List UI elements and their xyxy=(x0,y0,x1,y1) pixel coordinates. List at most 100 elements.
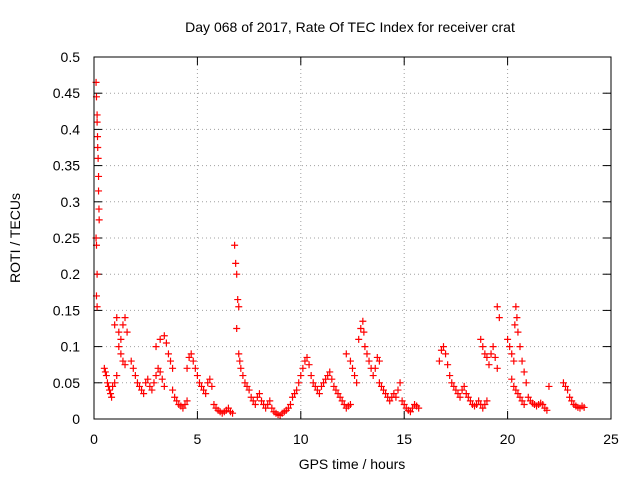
data-point xyxy=(268,404,276,412)
data-point xyxy=(512,386,520,394)
data-point xyxy=(208,382,216,390)
data-point xyxy=(334,390,342,398)
data-point xyxy=(224,404,232,412)
data-point xyxy=(460,382,468,390)
data-point xyxy=(487,350,495,358)
data-point xyxy=(495,314,503,322)
data-point xyxy=(377,382,385,390)
data-point xyxy=(568,397,576,405)
data-point xyxy=(253,393,261,401)
data-point xyxy=(135,382,143,390)
data-point xyxy=(355,335,363,343)
data-point xyxy=(336,393,344,401)
data-point xyxy=(115,343,123,351)
data-point xyxy=(171,393,179,401)
data-point xyxy=(121,361,129,369)
data-point xyxy=(458,386,466,394)
data-point xyxy=(148,386,156,394)
data-point xyxy=(189,357,197,365)
data-point xyxy=(202,390,210,398)
grid-lines xyxy=(94,57,611,419)
data-point xyxy=(545,382,553,390)
data-point xyxy=(446,372,454,380)
chart-title: Day 068 of 2017, Rate Of TEC Index for r… xyxy=(185,19,515,35)
data-point xyxy=(493,303,501,311)
data-point xyxy=(249,397,257,405)
data-point xyxy=(386,397,394,405)
data-point xyxy=(375,357,383,365)
data-point xyxy=(152,372,160,380)
data-point xyxy=(493,364,501,372)
y-tick-label: 0 xyxy=(72,411,80,427)
data-point xyxy=(444,361,452,369)
data-point xyxy=(179,404,187,412)
data-point xyxy=(195,379,203,387)
data-point xyxy=(392,393,400,401)
data-point xyxy=(169,386,177,394)
y-tick-label: 0.15 xyxy=(53,302,80,318)
data-point xyxy=(93,303,101,311)
data-point xyxy=(363,350,371,358)
data-point xyxy=(100,364,108,372)
data-point xyxy=(291,390,299,398)
data-point xyxy=(111,379,119,387)
data-point xyxy=(152,343,160,351)
data-point xyxy=(245,386,253,394)
data-point xyxy=(562,382,570,390)
data-point xyxy=(183,397,191,405)
data-point xyxy=(510,357,518,365)
data-point xyxy=(95,172,103,180)
data-point xyxy=(330,382,338,390)
data-point xyxy=(504,335,512,343)
data-point xyxy=(435,357,443,365)
data-point xyxy=(514,390,522,398)
data-point xyxy=(518,357,526,365)
y-tick-label: 0.25 xyxy=(53,230,80,246)
data-point xyxy=(506,343,514,351)
data-point xyxy=(351,372,359,380)
data-point xyxy=(510,382,518,390)
data-point xyxy=(307,372,315,380)
data-point xyxy=(204,379,212,387)
x-tick-label: 10 xyxy=(293,431,309,447)
x-tick-label: 15 xyxy=(396,431,412,447)
data-point xyxy=(142,379,150,387)
data-point xyxy=(241,379,249,387)
data-point xyxy=(466,397,474,405)
data-point xyxy=(371,364,379,372)
data-point xyxy=(129,364,137,372)
data-point xyxy=(198,382,206,390)
data-point xyxy=(111,321,119,329)
data-point xyxy=(317,382,325,390)
data-point xyxy=(127,357,135,365)
data-point xyxy=(158,375,166,383)
y-axis-label: ROTI / TECUs xyxy=(7,193,23,283)
data-point xyxy=(162,339,170,347)
data-point xyxy=(206,375,214,383)
data-point xyxy=(173,397,181,405)
data-point xyxy=(520,368,528,376)
data-point xyxy=(295,379,303,387)
data-point xyxy=(375,379,383,387)
data-point xyxy=(415,404,423,412)
data-point xyxy=(513,314,521,322)
data-point xyxy=(160,382,168,390)
data-point xyxy=(524,393,532,401)
data-point xyxy=(365,357,373,365)
data-point xyxy=(566,393,574,401)
data-point xyxy=(305,361,313,369)
data-point xyxy=(508,350,516,358)
x-tick-label: 20 xyxy=(500,431,516,447)
data-point xyxy=(481,401,489,409)
data-point xyxy=(516,393,524,401)
data-point xyxy=(133,379,141,387)
x-tick-label: 5 xyxy=(194,431,202,447)
data-point xyxy=(131,372,139,380)
data-point xyxy=(103,379,111,387)
data-point xyxy=(150,379,158,387)
data-point xyxy=(475,397,483,405)
data-point xyxy=(191,364,199,372)
data-point xyxy=(400,401,408,409)
data-point xyxy=(181,401,189,409)
